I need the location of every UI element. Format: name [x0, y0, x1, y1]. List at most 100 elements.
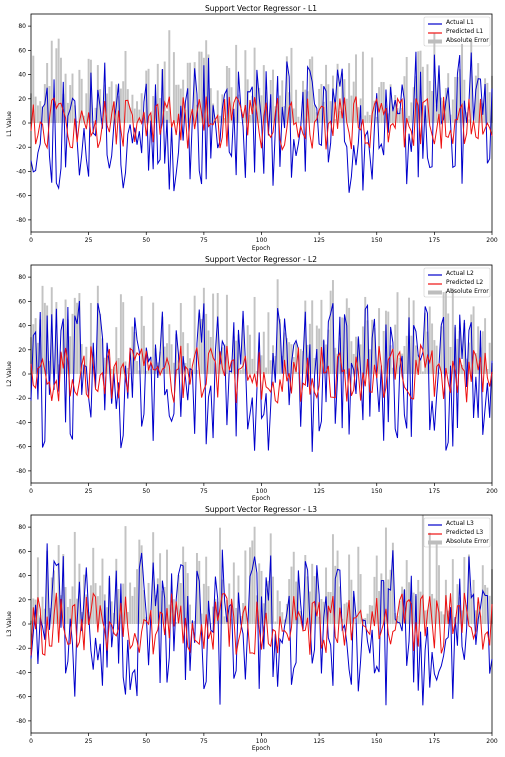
error-bar	[69, 85, 72, 123]
error-bar	[438, 565, 440, 624]
error-bar	[438, 74, 440, 123]
y-tick-label: -80	[16, 718, 26, 725]
error-bar	[472, 306, 475, 374]
error-bar	[428, 80, 431, 123]
error-bar	[258, 87, 261, 123]
y-tick-label: 80	[18, 524, 26, 531]
error-bar	[401, 586, 404, 624]
error-bar	[152, 302, 155, 374]
error-bar	[410, 102, 413, 123]
error-bar	[262, 65, 265, 123]
x-tick-label: 25	[85, 237, 93, 244]
error-bar	[348, 554, 351, 624]
error-bar	[145, 370, 148, 374]
error-bar	[117, 96, 120, 123]
error-bar	[276, 101, 279, 123]
error-bar	[272, 69, 274, 123]
error-bar	[405, 560, 408, 624]
error-bar	[110, 81, 113, 123]
error-bar	[387, 113, 390, 123]
error-bar	[461, 364, 464, 374]
error-bar	[348, 307, 351, 374]
error-bar	[329, 101, 332, 123]
error-bar	[251, 358, 254, 374]
error-bar	[350, 341, 353, 374]
error-bar	[435, 544, 438, 624]
error-bar	[355, 54, 357, 123]
y-tick-label: 40	[18, 72, 26, 79]
x-tick-label: 25	[85, 488, 93, 495]
error-bar	[299, 348, 302, 374]
error-bar	[295, 342, 298, 374]
error-bar	[322, 601, 325, 624]
error-bar	[235, 607, 238, 624]
x-tick-label: 50	[142, 738, 150, 745]
x-tick-label: 150	[371, 738, 383, 745]
error-bar	[431, 90, 434, 123]
error-bar	[156, 63, 159, 123]
error-bar	[470, 594, 473, 624]
error-bar	[189, 62, 192, 123]
error-bar	[76, 598, 79, 624]
error-bar	[313, 105, 316, 123]
legend-actual-label: Actual L1	[446, 19, 474, 26]
error-bar	[343, 318, 346, 374]
actual-series-line	[30, 51, 493, 193]
error-bar	[59, 595, 62, 624]
error-bar	[313, 358, 316, 374]
error-bar	[152, 532, 155, 624]
error-bar	[403, 346, 406, 374]
error-bar	[193, 62, 196, 123]
y-tick-label: -20	[16, 144, 26, 151]
error-bar	[55, 596, 58, 624]
error-bar	[122, 302, 125, 374]
error-bar	[408, 115, 410, 123]
legend-error-label: Absolute Error	[446, 37, 489, 44]
error-bar	[449, 346, 452, 374]
error-bar	[163, 61, 166, 123]
y-tick-label: 20	[18, 597, 26, 604]
error-bar	[484, 584, 487, 624]
error-bar	[207, 330, 210, 374]
error-bar	[43, 608, 46, 624]
error-bar	[318, 616, 321, 624]
x-tick-label: 25	[85, 738, 93, 745]
error-bar	[212, 606, 215, 624]
x-tick-label: 75	[200, 488, 208, 495]
error-bar	[85, 594, 88, 624]
error-bar	[373, 328, 376, 374]
error-bar	[168, 324, 171, 374]
error-bar	[147, 68, 150, 123]
error-bar	[345, 602, 348, 624]
error-bar	[304, 555, 307, 624]
error-bar	[477, 326, 480, 374]
error-bar	[193, 620, 196, 624]
error-bar	[456, 77, 459, 123]
error-bar	[424, 118, 427, 123]
error-bar	[232, 336, 235, 374]
error-bar	[278, 601, 281, 624]
error-bar	[308, 59, 311, 123]
error-bar	[389, 84, 392, 123]
error-bar	[161, 316, 164, 374]
error-bar	[311, 56, 314, 123]
error-bar	[461, 610, 464, 624]
error-bar	[274, 355, 277, 374]
error-bar	[350, 579, 353, 624]
error-bar	[278, 95, 281, 123]
error-bar	[175, 84, 178, 123]
error-bar	[177, 84, 180, 123]
y-tick-label: -80	[16, 468, 26, 475]
error-bar	[311, 300, 314, 374]
error-bar	[375, 555, 378, 624]
error-bar	[175, 622, 178, 624]
error-bar	[368, 605, 371, 624]
error-bar	[122, 583, 125, 624]
error-bar	[246, 325, 249, 374]
error-bar	[262, 603, 265, 624]
y-tick-label: 0	[22, 371, 26, 378]
error-bar	[202, 583, 205, 624]
error-bar	[440, 611, 443, 624]
error-bar	[126, 367, 129, 374]
x-tick-label: 150	[371, 237, 383, 244]
